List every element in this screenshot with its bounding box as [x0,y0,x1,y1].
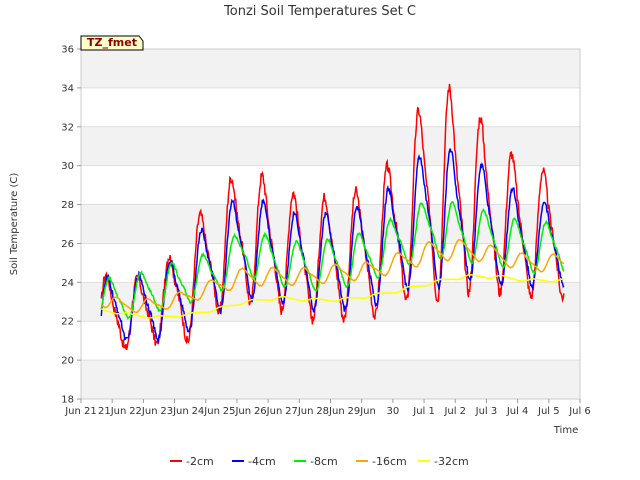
x-tick-label: 27Jun [285,406,313,417]
station-badge: TZ_fmet [80,35,144,51]
x-axis-label: Time [553,425,578,436]
y-tick-label: 32 [61,122,74,133]
x-tick-label: 28Jun [316,406,344,417]
series-lines [100,83,565,350]
legend-label: -8cm [310,455,338,468]
y-tick-label: 26 [61,239,74,250]
x-axis-ticks: Jun 21 21Jun 22Jun 23Jun 24Jun 25Jun 26Jun 27Ju… [64,399,591,417]
x-tick-label: Jul 5 [537,406,560,417]
plot-background-bands [81,49,580,399]
y-tick-label: 30 [61,161,74,172]
x-tick-label: 21Jun [98,406,126,417]
y-tick-label: 22 [61,317,74,328]
grid-band [81,49,580,88]
x-tick-label: 26Jun [254,406,282,417]
y-tick-label: 34 [61,83,74,94]
badge-label: TZ_fmet [87,36,137,49]
y-tick-label: 36 [61,45,74,56]
series-line-minus-16cm [100,238,565,314]
grid-band [81,282,580,322]
x-tick-label: Jul 3 [475,406,498,417]
x-tick-label: 25Jun [223,406,251,417]
y-axis-label: Soil Temperature (C) [9,173,20,276]
y-tick-label: 18 [61,395,74,406]
badge-box [80,35,144,51]
y-axis-ticks: 18 20 22 24 26 28 30 32 34 36 [61,45,81,406]
grid-band [81,360,580,399]
y-tick-label: 28 [61,200,74,211]
legend-label: -2cm [186,455,214,468]
x-tick-label: Jul 4 [506,406,529,417]
series-line-minus-32cm [101,273,565,319]
legend: -2cm -4cm -8cm -16cm -32cm [170,455,469,468]
x-tick-label: 22Jun [129,406,157,417]
x-tick-label: Jul 1 [412,406,435,417]
x-tick-label: 24Jun [192,406,220,417]
y-tick-label: 20 [61,356,74,367]
series-line-minus-8cm [100,200,565,321]
y-tick-label: 24 [61,278,74,289]
x-tick-label: Jul 6 [568,406,591,417]
x-tick-label: 23Jun [160,406,188,417]
chart-title: Tonzi Soil Temperatures Set C [223,4,416,19]
grid-band [81,126,580,166]
series-line-minus-4cm [100,148,565,344]
x-tick-label: 29Jun [348,406,376,417]
x-tick-label: Jun 21 [64,406,97,417]
legend-label: -16cm [372,455,407,468]
legend-label: -32cm [434,455,469,468]
x-tick-label: 30 [387,406,400,417]
x-tick-label: Jul 2 [443,406,466,417]
legend-label: -4cm [248,455,276,468]
